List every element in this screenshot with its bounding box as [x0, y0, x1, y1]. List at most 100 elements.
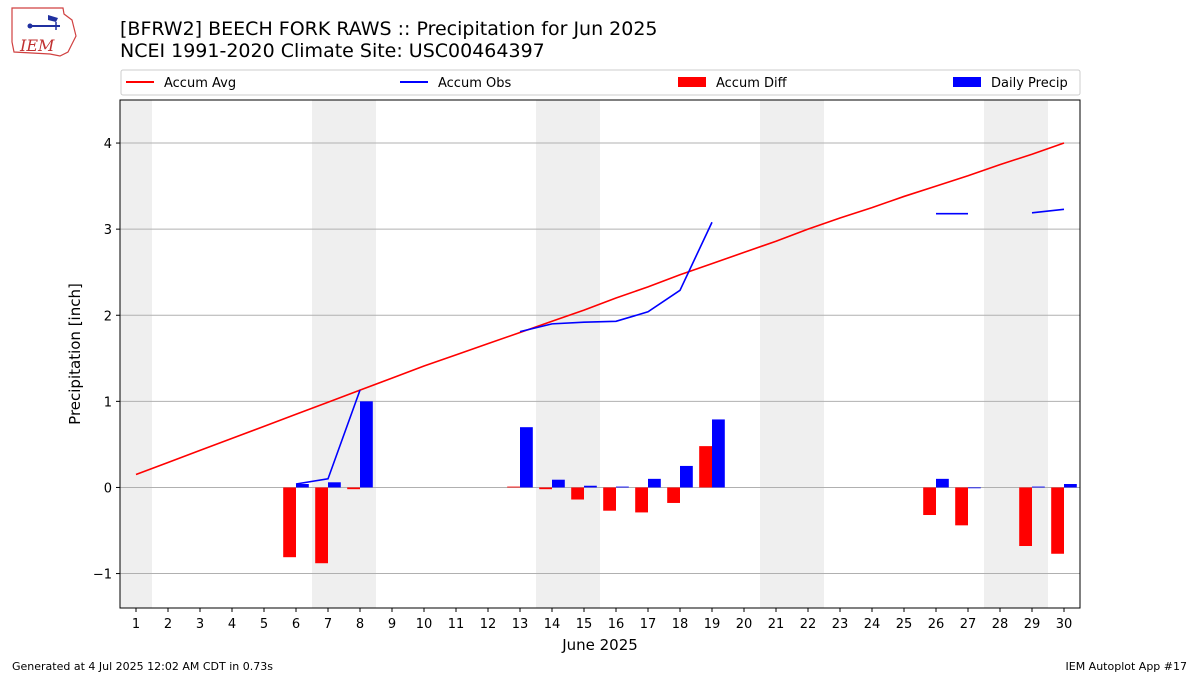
accum-obs-line-segment — [295, 389, 361, 485]
accum-diff-bar-27 — [955, 487, 968, 526]
y-tick-label: 2 — [104, 309, 112, 324]
x-tick-label: 5 — [260, 617, 268, 632]
x-tick-label: 19 — [704, 617, 721, 632]
accum-obs-line-segment — [519, 221, 713, 333]
daily-precip-bar-29 — [1032, 486, 1045, 488]
iem-logo: IEM — [11, 7, 77, 57]
accum-obs-line-segment — [1031, 208, 1065, 214]
daily-precip-bar-15 — [584, 485, 597, 488]
accum-diff-bar-16 — [603, 487, 616, 511]
x-tick-label: 24 — [864, 617, 881, 632]
x-tick-label: 30 — [1056, 617, 1073, 632]
weekend-band-1 — [120, 100, 152, 608]
x-tick-label: 7 — [324, 617, 332, 632]
x-tick-label: 21 — [768, 617, 785, 632]
x-tick-label: 9 — [388, 617, 396, 632]
x-tick-label: 12 — [480, 617, 497, 632]
x-tick-label: 11 — [448, 617, 465, 632]
x-tick-label: 28 — [992, 617, 1009, 632]
y-tick-label: 3 — [104, 223, 112, 238]
y-gridlines — [120, 142, 1080, 575]
y-axis-ticks: −1 0 1 2 3 4 — [93, 137, 120, 583]
accum-diff-bar-8 — [347, 487, 360, 490]
weekend-band-28 — [984, 100, 1016, 608]
daily-precip-bar-6 — [296, 484, 309, 488]
daily-precip-bars — [296, 401, 1077, 489]
daily-precip-bar-30 — [1064, 484, 1077, 488]
daily-precip-bar-8 — [360, 401, 373, 488]
accum-diff-bar-14 — [539, 487, 552, 490]
legend-item-accum-avg: Accum Avg — [126, 76, 236, 91]
accum-diff-bar-15 — [571, 487, 584, 500]
accum-diff-bar-29 — [1019, 487, 1032, 547]
legend-label: Daily Precip — [991, 76, 1068, 91]
generated-timestamp: Generated at 4 Jul 2025 12:02 AM CDT in … — [12, 660, 273, 673]
chart-title: [BFRW2] BEECH FORK RAWS :: Precipitation… — [120, 18, 658, 40]
autoplot-app-label: IEM Autoplot App #17 — [1065, 660, 1188, 673]
x-tick-label: 27 — [960, 617, 977, 632]
weekend-shading — [120, 100, 1048, 608]
y-tick-label: 0 — [104, 481, 112, 496]
x-axis-label: June 2025 — [561, 636, 638, 654]
x-tick-label: 18 — [672, 617, 689, 632]
y-tick-label: 1 — [104, 395, 112, 410]
x-tick-label: 29 — [1024, 617, 1041, 632]
daily-precip-bar-7 — [328, 482, 341, 488]
daily-precip-bar-14 — [552, 479, 565, 488]
x-tick-label: 1 — [132, 617, 140, 632]
legend-item-accum-diff: Accum Diff — [678, 76, 788, 91]
y-tick-label: −1 — [93, 568, 112, 583]
chart-legend: Accum Avg Accum Obs Accum Diff Daily Precip — [120, 69, 1081, 96]
daily-precip-bar-19 — [712, 419, 725, 488]
x-axis-ticks: 1 2 3 4 5 6 7 8 9 10 11 12 13 14 15 16 17 18 19 20 21 22 23 24 2… — [132, 608, 1072, 632]
x-tick-label: 17 — [640, 617, 657, 632]
iem-logo-text: IEM — [19, 36, 55, 55]
daily-precip-bar-13 — [520, 427, 533, 488]
accum-diff-bar-17 — [635, 487, 648, 513]
x-tick-label: 4 — [228, 617, 236, 632]
x-tick-label: 6 — [292, 617, 300, 632]
x-tick-label: 22 — [800, 617, 817, 632]
daily-precip-bar-27 — [968, 487, 981, 489]
x-tick-label: 3 — [196, 617, 204, 632]
accum-diff-bar-30 — [1051, 487, 1064, 554]
accum-diff-bar-26 — [923, 487, 936, 516]
daily-precip-bar-18 — [680, 465, 693, 488]
x-tick-label: 2 — [164, 617, 172, 632]
weekend-band-22 — [792, 100, 824, 608]
accum-lines — [135, 142, 1065, 485]
x-tick-label: 14 — [544, 617, 561, 632]
legend-label: Accum Obs — [438, 76, 511, 91]
plot-area — [119, 99, 1081, 609]
accum-diff-bar-13 — [507, 486, 520, 488]
chart-subtitle: NCEI 1991-2020 Climate Site: USC00464397 — [120, 40, 545, 62]
legend-swatch — [953, 77, 981, 87]
x-tick-label: 8 — [356, 617, 364, 632]
y-tick-label: 4 — [104, 137, 112, 152]
y-axis-label: Precipitation [inch] — [66, 283, 84, 425]
accum-avg-line-segment — [135, 142, 1065, 476]
x-tick-label: 25 — [896, 617, 913, 632]
accum-diff-bar-19 — [699, 446, 712, 488]
daily-precip-bar-26 — [936, 478, 949, 488]
daily-precip-bar-17 — [648, 478, 661, 488]
weekend-band-21 — [760, 100, 792, 608]
legend-label: Accum Avg — [164, 76, 236, 91]
x-tick-label: 16 — [608, 617, 625, 632]
legend-item-daily-precip: Daily Precip — [953, 76, 1068, 91]
x-tick-label: 15 — [576, 617, 593, 632]
accum-diff-bar-18 — [667, 487, 680, 503]
x-tick-label: 23 — [832, 617, 849, 632]
weekend-band-14 — [536, 100, 568, 608]
legend-item-accum-obs: Accum Obs — [400, 76, 511, 91]
legend-label: Accum Diff — [716, 76, 788, 91]
weekend-band-15 — [568, 100, 600, 608]
daily-precip-bar-16 — [616, 486, 629, 488]
accum-diff-bar-7 — [315, 487, 328, 564]
legend-swatch — [678, 77, 706, 87]
x-tick-label: 13 — [512, 617, 529, 632]
x-tick-label: 20 — [736, 617, 753, 632]
accum-diff-bars — [283, 446, 1064, 564]
accum-diff-bar-6 — [283, 487, 296, 558]
